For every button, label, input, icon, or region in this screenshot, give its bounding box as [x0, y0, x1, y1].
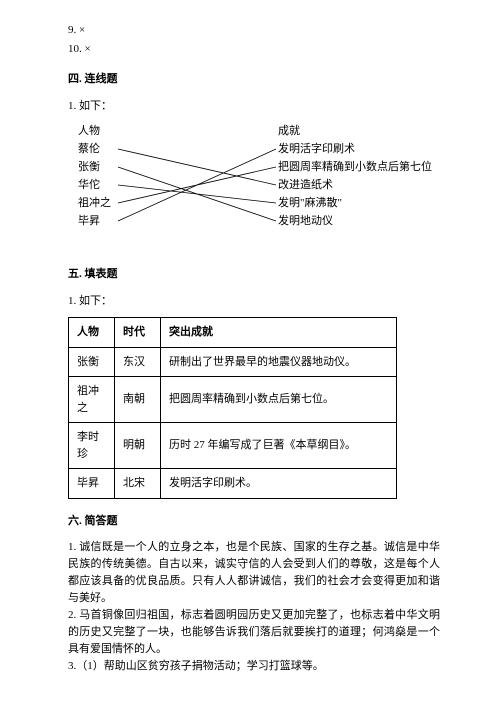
match-right-item: 改进造纸术 — [278, 176, 432, 194]
match-right-item: 发明地动仪 — [278, 212, 432, 230]
section4-prompt: 1. 如下： — [68, 98, 440, 115]
matching-diagram: 人物 蔡伦 张衡 华佗 祖冲之 毕昇 成就 发明活字印刷术 把圆周率精确到小数点… — [68, 122, 428, 252]
section5-title: 五. 填表题 — [68, 266, 440, 283]
answer-line: 9. × — [68, 22, 440, 39]
table-row: 李时珍 明朝 历时 27 年编写成了巨著《本草纲目》。 — [69, 423, 397, 469]
table-row: 毕昇 北宋 发明活字印刷术。 — [69, 469, 397, 499]
match-left-item: 蔡伦 — [78, 140, 111, 158]
table-row: 祖冲之 南朝 把圆周率精确到小数点后第七位。 — [69, 377, 397, 423]
table-cell: 北宋 — [115, 469, 161, 499]
table-cell: 历时 27 年编写成了巨著《本草纲目》。 — [161, 423, 397, 469]
achievement-table: 人物 时代 突出成就 张衡 东汉 研制出了世界最早的地震仪器地动仪。 祖冲之 南… — [68, 317, 397, 499]
short-answer: 2. 马首铜像回归祖国，标志着圆明园历史又更加完整了，也标志着中华文明的历史又完… — [68, 607, 440, 658]
match-right-item: 发明"麻沸散" — [278, 194, 432, 212]
match-left-item: 华佗 — [78, 176, 111, 194]
answer-mark: × — [79, 24, 85, 36]
answer-line: 10. × — [68, 41, 440, 58]
short-answers: 1. 诚信既是一个人的立身之本，也是个民族、国家的生存之基。诚信是中华民族的传统… — [68, 539, 440, 675]
match-left-item: 祖冲之 — [78, 194, 111, 212]
match-right-header: 成就 — [278, 122, 432, 140]
short-answer: 3.（1）帮助山区贫穷孩子捐物活动；学习打篮球等。 — [68, 658, 440, 675]
section5-prompt: 1. 如下： — [68, 293, 440, 310]
match-left-item: 张衡 — [78, 158, 111, 176]
table-row: 张衡 东汉 研制出了世界最早的地震仪器地动仪。 — [69, 347, 397, 377]
match-left-col: 人物 蔡伦 张衡 华佗 祖冲之 毕昇 — [78, 122, 111, 230]
match-right-col: 成就 发明活字印刷术 把圆周率精确到小数点后第七位 改进造纸术 发明"麻沸散" … — [278, 122, 432, 230]
table-header-row: 人物 时代 突出成就 — [69, 318, 397, 348]
match-left-header: 人物 — [78, 122, 111, 140]
table-cell: 研制出了世界最早的地震仪器地动仪。 — [161, 347, 397, 377]
table-header: 时代 — [115, 318, 161, 348]
table-cell: 李时珍 — [69, 423, 115, 469]
top-answers: 9. × 10. × — [68, 22, 440, 57]
match-left-item: 毕昇 — [78, 212, 111, 230]
section4-title: 四. 连线题 — [68, 71, 440, 88]
table-cell: 毕昇 — [69, 469, 115, 499]
table-cell: 张衡 — [69, 347, 115, 377]
table-cell: 东汉 — [115, 347, 161, 377]
table-cell: 发明活字印刷术。 — [161, 469, 397, 499]
table-cell: 明朝 — [115, 423, 161, 469]
answer-num: 9. — [68, 24, 76, 36]
match-right-item: 发明活字印刷术 — [278, 140, 432, 158]
table-header: 人物 — [69, 318, 115, 348]
table-header: 突出成就 — [161, 318, 397, 348]
match-right-item: 把圆周率精确到小数点后第七位 — [278, 158, 432, 176]
short-answer: 1. 诚信既是一个人的立身之本，也是个民族、国家的生存之基。诚信是中华民族的传统… — [68, 539, 440, 607]
answer-num: 10. — [68, 43, 82, 55]
answer-mark: × — [85, 43, 91, 55]
table-cell: 把圆周率精确到小数点后第七位。 — [161, 377, 397, 423]
table-cell: 祖冲之 — [69, 377, 115, 423]
table-cell: 南朝 — [115, 377, 161, 423]
section6-title: 六. 简答题 — [68, 513, 440, 530]
